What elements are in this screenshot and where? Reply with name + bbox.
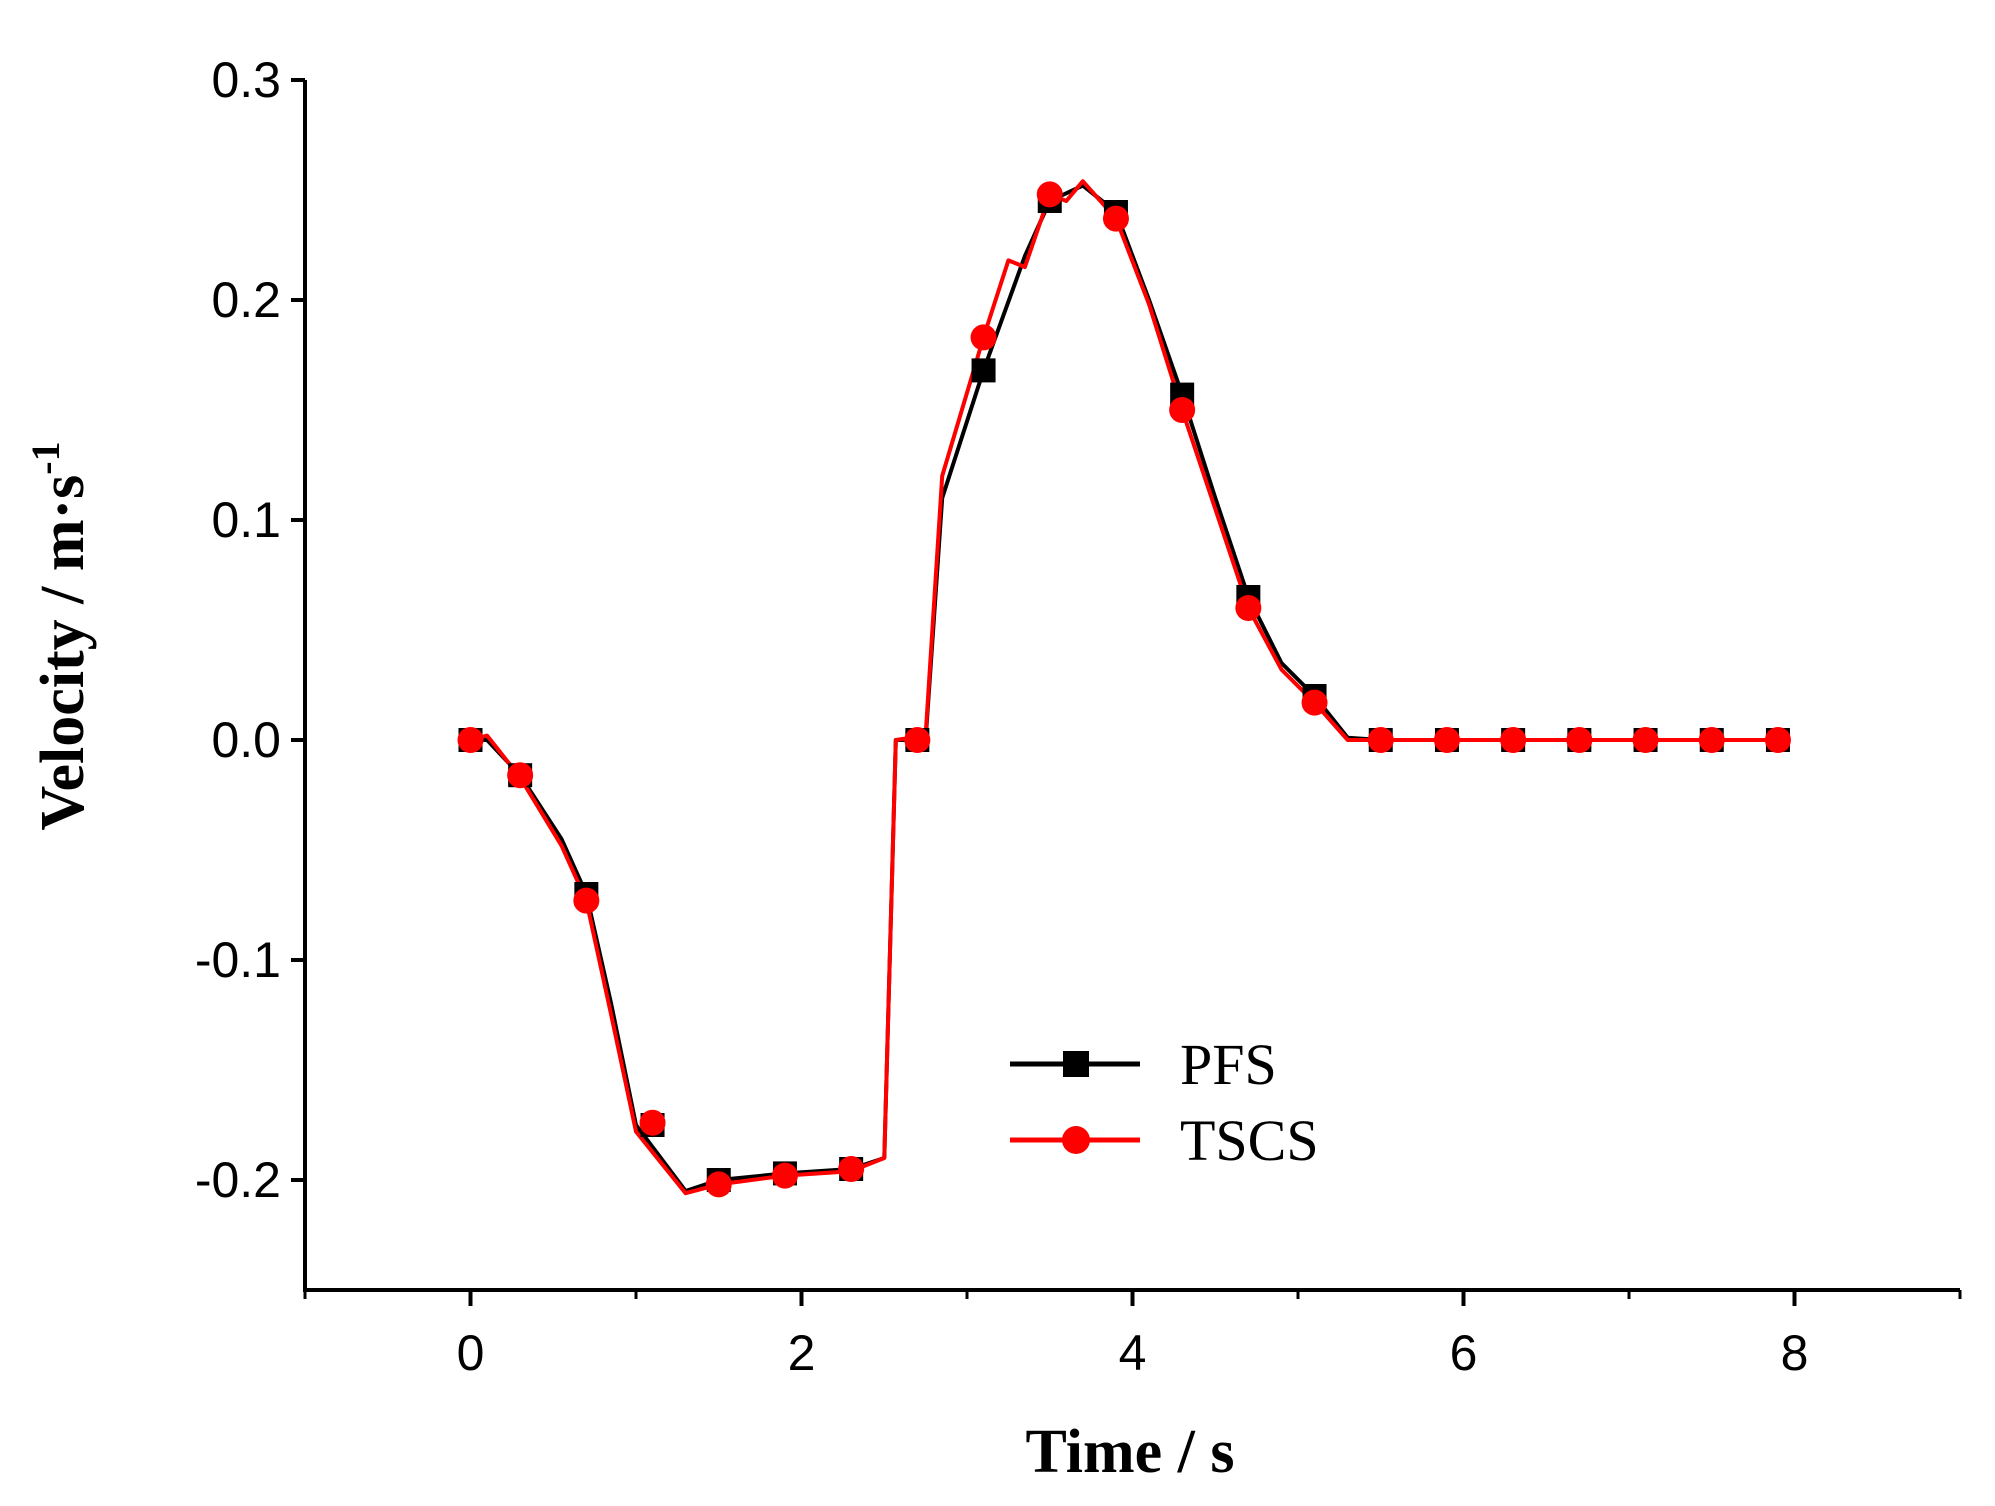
marker-tscs: [457, 727, 484, 753]
marker-tscs: [838, 1156, 865, 1182]
series-line-tscs: [469, 179, 1787, 1196]
y-tick-label: 0.3: [211, 52, 281, 108]
plot-lines: [469, 179, 1787, 1196]
marker-tscs: [970, 324, 997, 351]
x-tick-label: 2: [788, 1325, 816, 1381]
marker-pfs: [971, 358, 996, 383]
marker-tscs: [639, 1109, 666, 1136]
y-tick-label: -0.1: [195, 932, 281, 988]
plot-markers: [457, 181, 1791, 1198]
y-tick-label: 0.0: [211, 712, 281, 768]
y-tick-label: 0.1: [211, 492, 281, 548]
marker-tscs: [904, 727, 931, 753]
axes: 0.3 0.2 0.1 0.0 -0.1 -0.2 0 2 4 6 8: [195, 52, 1962, 1381]
y-tick-label: 0.2: [211, 272, 281, 328]
marker-tscs: [507, 762, 534, 789]
x-tick-label: 0: [457, 1325, 485, 1381]
marker-tscs: [771, 1162, 798, 1189]
x-axis-title: Time / s: [1026, 1418, 1235, 1486]
marker-tscs: [1102, 205, 1129, 232]
legend-marker-pfs: [1063, 1051, 1089, 1077]
marker-tscs: [1698, 727, 1725, 753]
series-line-pfs: [470, 183, 1778, 1193]
marker-tscs: [1367, 727, 1394, 753]
marker-tscs: [1036, 181, 1063, 208]
x-tick-label: 4: [1119, 1325, 1147, 1381]
legend-label-pfs: PFS: [1180, 1032, 1277, 1097]
marker-tscs: [1169, 397, 1196, 423]
y-axis-title: Velocity / m·s-1: [23, 441, 97, 830]
y-axis-title-superscript: -1: [23, 441, 68, 474]
marker-tscs: [1235, 595, 1262, 621]
y-axis-title-main: Velocity / m·s: [29, 475, 97, 831]
x-tick-label: 6: [1450, 1325, 1478, 1381]
marker-tscs: [705, 1171, 732, 1198]
marker-tscs: [573, 887, 600, 914]
legend-label-tscs: TSCS: [1180, 1108, 1319, 1173]
marker-tscs: [1764, 727, 1791, 753]
marker-tscs: [1632, 727, 1659, 753]
y-tick-label: -0.2: [195, 1152, 281, 1208]
legend: PFS TSCS: [1010, 1032, 1319, 1173]
x-tick-label: 8: [1781, 1325, 1809, 1381]
marker-tscs: [1433, 727, 1460, 753]
marker-tscs: [1566, 727, 1593, 753]
marker-tscs: [1500, 727, 1527, 753]
marker-tscs: [1301, 689, 1328, 716]
legend-marker-tscs: [1062, 1126, 1090, 1154]
